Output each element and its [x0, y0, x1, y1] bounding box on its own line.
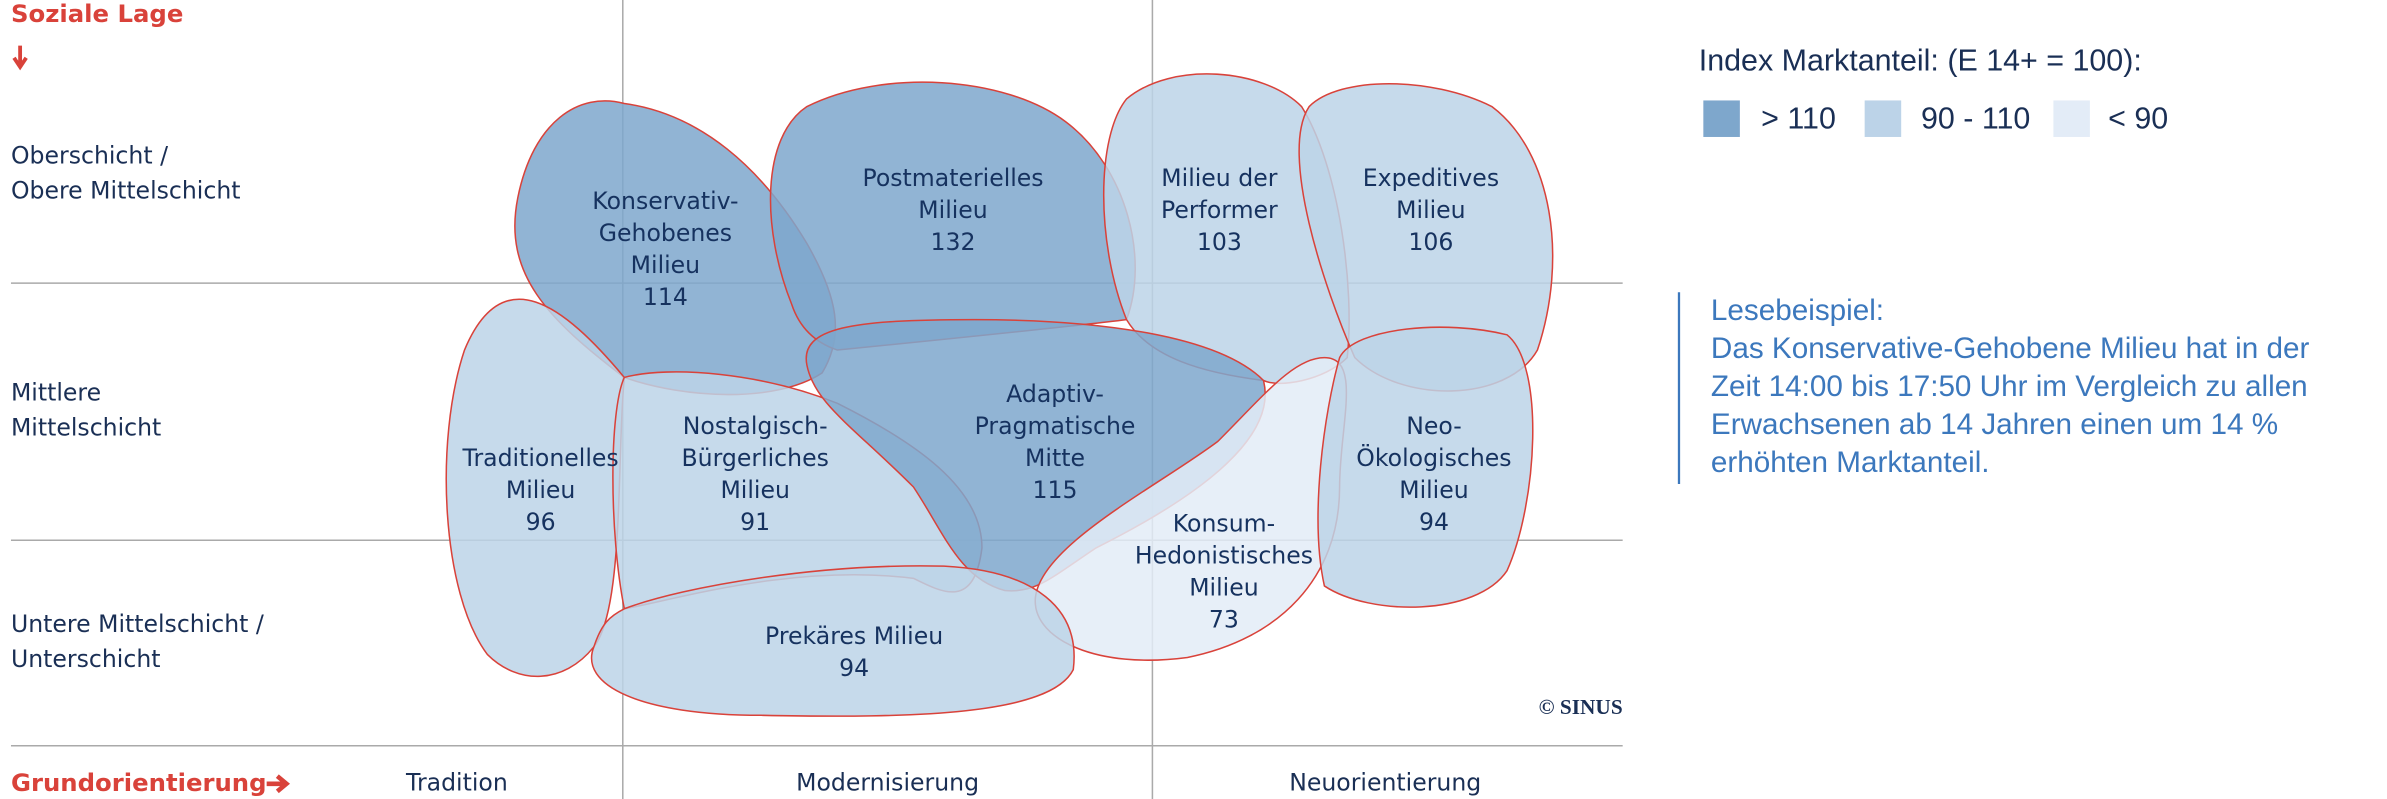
legend-swatch	[1703, 100, 1740, 137]
milieu-shape	[445, 298, 626, 678]
row-label: Obere Mittelschicht	[11, 176, 241, 204]
copyright: © SINUS	[1539, 695, 1623, 719]
milieu-labels: Konservativ- Gehobenes Milieu 114 Postmateri…	[462, 164, 1512, 682]
milieu-index: 103	[1197, 228, 1242, 256]
milieu-name: Postmaterielles	[862, 164, 1043, 192]
milieu-name: Pragmatische	[975, 412, 1136, 440]
legend-swatch	[1864, 100, 1902, 137]
row-label: Untere Mittelschicht /	[11, 610, 264, 638]
milieu-name: Konservativ-	[592, 187, 738, 215]
row-label: Oberschicht /	[11, 141, 168, 169]
legend-swatch	[2053, 100, 2090, 137]
milieu-name: Expeditives	[1363, 164, 1499, 192]
milieu-shape	[1317, 326, 1534, 608]
milieu-name: Milieu der	[1161, 164, 1277, 192]
milieu-name: Milieu	[918, 196, 987, 224]
milieu-name: Konsum-	[1173, 510, 1275, 538]
milieu-name: Adaptiv-	[1006, 380, 1104, 408]
column-label: Neuorientierung	[1289, 768, 1481, 796]
reading-example-title: Lesebeispiel:	[1711, 294, 1884, 327]
milieu-name: Nostalgisch-	[683, 412, 828, 440]
milieu-shape	[590, 565, 1075, 717]
legend-label: 90 - 110	[1921, 101, 2030, 135]
column-label: Tradition	[405, 768, 508, 796]
row-label: Unterschicht	[11, 645, 161, 673]
milieu-name: Performer	[1161, 196, 1278, 224]
horizontal-axis-title: Grundorientierung	[11, 768, 267, 797]
milieu-index: 132	[931, 228, 976, 256]
milieu-name: Neo-	[1406, 412, 1462, 440]
milieu-name: Mitte	[1025, 444, 1085, 472]
milieu-index: 91	[740, 508, 770, 536]
row-label: Mittelschicht	[11, 414, 161, 442]
milieu-index: 94	[1419, 508, 1449, 536]
down-arrow	[12, 45, 28, 71]
milieu-index: 106	[1408, 228, 1453, 256]
milieu-name: Ökologisches	[1356, 444, 1511, 472]
milieu-index: 94	[839, 654, 869, 682]
legend-label: < 90	[2108, 101, 2168, 135]
milieu-name: Prekäres Milieu	[765, 622, 943, 650]
column-label: Modernisierung	[796, 768, 979, 796]
reading-example-line: Das Konservative-Gehobene Milieu hat in …	[1711, 332, 2310, 365]
reading-example-line: Erwachsenen ab 14 Jahren einen um 14 %	[1711, 408, 2278, 441]
milieu-name: Milieu	[1189, 573, 1258, 601]
reading-example-line: erhöhten Marktanteil.	[1711, 446, 1990, 479]
milieu-index: 73	[1209, 605, 1239, 633]
milieu-name: Traditionelles	[462, 444, 619, 472]
milieu-index: 96	[526, 508, 556, 536]
milieu-name: Milieu	[506, 476, 575, 504]
milieu-name: Milieu	[1396, 196, 1465, 224]
milieu-shapes	[445, 73, 1554, 717]
milieu-name: Bürgerliches	[682, 444, 829, 472]
right-arrow	[266, 774, 291, 794]
legend-title: Index Marktanteil: (E 14+ = 100):	[1699, 43, 2142, 77]
milieu-name: Hedonistisches	[1135, 542, 1313, 570]
milieu-shape	[514, 100, 837, 396]
milieu-name: Milieu	[1399, 476, 1468, 504]
milieu-index: 114	[643, 283, 688, 311]
milieu-name: Gehobenes	[599, 219, 732, 247]
legend-label: > 110	[1761, 101, 1836, 135]
reading-example-line: Zeit 14:00 bis 17:50 Uhr im Vergleich zu…	[1711, 370, 2308, 403]
vertical-axis-title: Soziale Lage	[11, 0, 183, 28]
milieu-index: 115	[1032, 476, 1077, 504]
milieu-name: Milieu	[720, 476, 789, 504]
row-label: Mittlere	[11, 379, 101, 407]
milieu-name: Milieu	[631, 251, 700, 279]
